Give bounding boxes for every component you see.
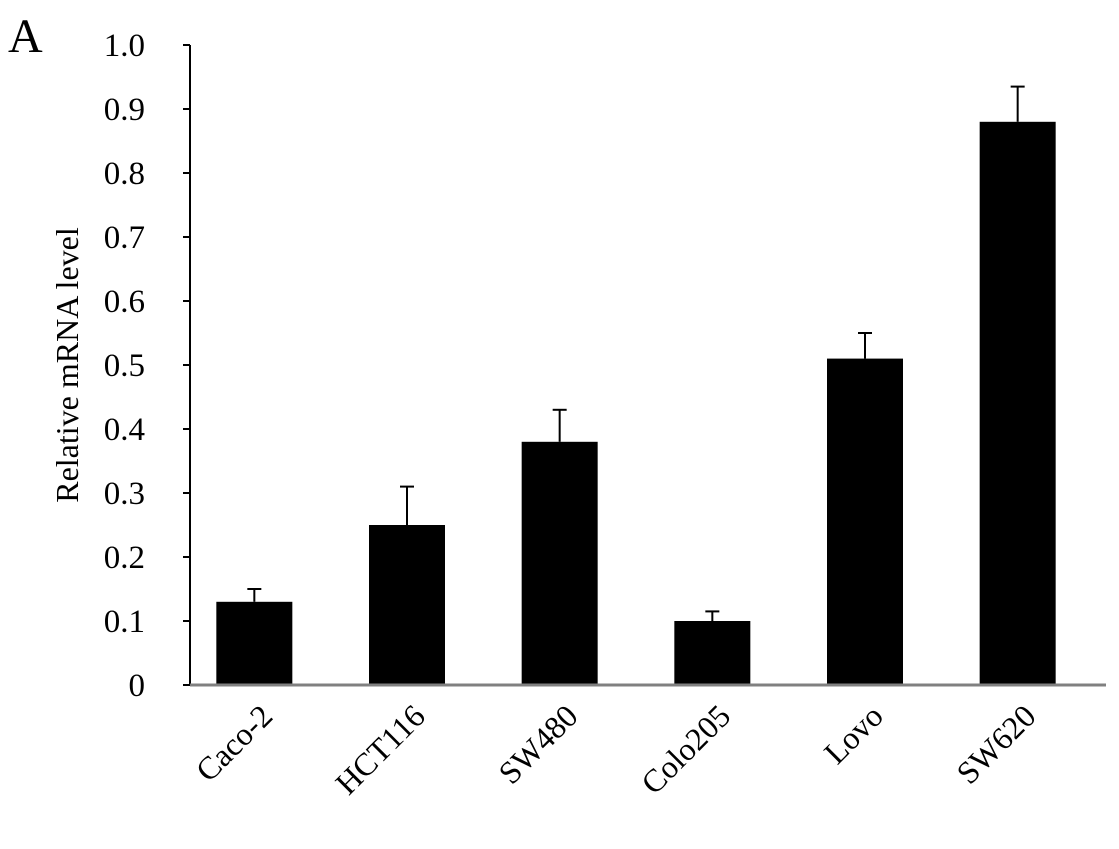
x-tick-label: Lovo (817, 697, 890, 770)
y-tick-label: 0.9 (104, 92, 145, 128)
x-tick-label: Caco-2 (188, 697, 279, 788)
x-tick-label: HCT116 (328, 697, 432, 801)
panel-label: A (8, 10, 43, 63)
bar-caco-2 (216, 601, 293, 685)
bars (216, 85, 1056, 686)
y-tick-label: 0.3 (104, 476, 145, 512)
y-tick-label: 0.6 (104, 284, 145, 320)
y-axis-title: Relative mRNA level (49, 227, 85, 503)
bar-lovo (827, 358, 903, 685)
y-tick-label: 0 (129, 668, 146, 704)
y-tick-label: 1.0 (104, 28, 145, 64)
x-tick-label: SW620 (949, 697, 1042, 790)
y-tick-label: 0.1 (104, 604, 145, 640)
x-tick-label: Colo205 (634, 697, 737, 800)
y-tick-label: 0.8 (104, 156, 145, 192)
y-tick-label: 0.5 (104, 348, 145, 384)
x-tick-label: SW480 (491, 697, 584, 790)
y-tick-label: 0.7 (104, 220, 145, 256)
y-tick-label: 0.2 (104, 540, 145, 576)
bar-hct116 (369, 525, 445, 685)
bar-sw480 (521, 441, 598, 685)
x-axis-labels: Caco-2 HCT116 SW480 Colo205 Lovo SW620 (188, 697, 1042, 801)
bar-colo205 (674, 621, 751, 685)
y-axis-ticks: 0 0.1 0.2 0.3 0.4 0.5 0.6 0.7 0.8 0.9 1.0 (104, 28, 190, 704)
bar-sw620 (979, 121, 1056, 686)
y-tick-label: 0.4 (104, 412, 145, 448)
